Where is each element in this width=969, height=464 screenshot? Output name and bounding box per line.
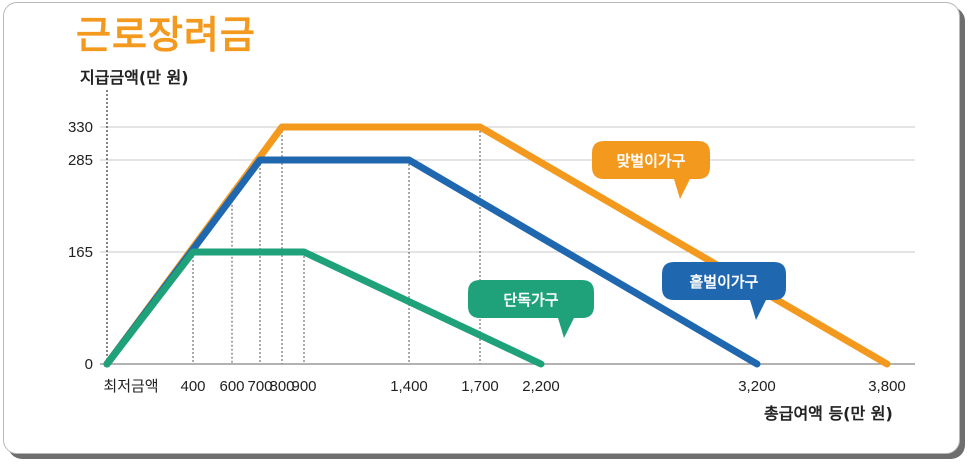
x-tick-label-8: 2,200 <box>522 378 560 395</box>
legend-bubble-1 <box>662 262 786 320</box>
y-tick-label-0: 0 <box>85 356 93 373</box>
x-tick-label-0: 최저금액 <box>103 378 158 395</box>
x-tick-label-4: 800 <box>269 378 294 395</box>
x-tick-label-2: 600 <box>219 378 244 395</box>
x-tick-label-1: 400 <box>180 378 205 395</box>
y-tick-label-165: 165 <box>68 244 93 261</box>
series-line-0 <box>103 123 891 368</box>
legend-bubble-0 <box>592 141 710 199</box>
y-axis-label: 지급금액(만 원) <box>80 68 189 87</box>
chart-title: 근로장려금 <box>76 13 256 57</box>
x-tick-label-7: 1,700 <box>461 378 499 395</box>
y-tick-label-330: 330 <box>68 119 93 136</box>
x-tick-label-10: 3,800 <box>868 378 906 395</box>
series-line-2 <box>103 248 545 368</box>
legend-label-0: 맞벌이가구 <box>616 152 685 170</box>
legend-bubble-2 <box>468 280 594 338</box>
x-axis-label: 총급여액 등(만 원) <box>764 404 893 423</box>
y-tick-label-285: 285 <box>68 152 93 169</box>
x-tick-label-5: 900 <box>291 378 316 395</box>
x-tick-label-6: 1,400 <box>390 378 428 395</box>
chart-frame <box>3 2 960 454</box>
x-tick-label-3: 700 <box>247 378 272 395</box>
x-tick-label-9: 3,200 <box>738 378 776 395</box>
legend-label-1: 홑벌이가구 <box>689 273 758 291</box>
legend-label-2: 단독가구 <box>503 291 558 309</box>
series-line-1 <box>103 156 761 368</box>
